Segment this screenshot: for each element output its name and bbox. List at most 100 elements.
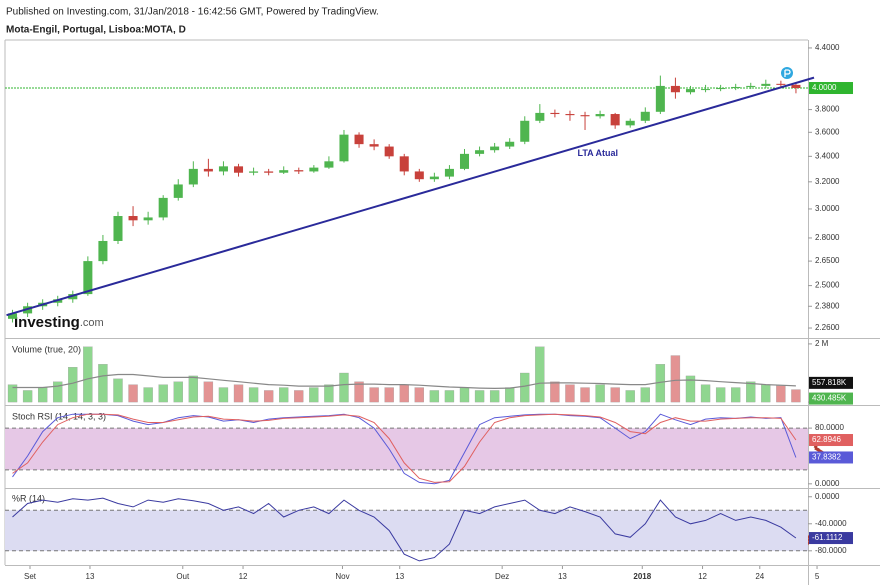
panel-title: %R (14) <box>12 493 45 503</box>
volume-bar <box>715 387 726 403</box>
volume-bar <box>685 375 696 403</box>
chart-title: Mota-Engil, Portugal, Lisboa:MOTA, D <box>6 25 186 36</box>
volume-bar <box>309 387 319 403</box>
volume-bar <box>53 381 63 403</box>
candle-body <box>279 170 289 173</box>
value-box-label: -61.1112 <box>812 533 843 542</box>
candle-body <box>233 166 244 173</box>
candle-body <box>761 83 771 86</box>
candle-body <box>173 184 183 198</box>
volume-bar <box>610 387 620 403</box>
y-tick-label: -40.0000 <box>815 519 847 528</box>
volume-bar <box>158 384 168 403</box>
panel-title: Volume (true, 20) <box>12 344 81 354</box>
volume-bar <box>339 372 349 403</box>
candle-body <box>716 88 726 90</box>
candle-body <box>670 85 680 93</box>
x-tick-label: Dez <box>495 572 509 581</box>
value-box <box>809 392 853 405</box>
volume-bar <box>520 372 530 403</box>
volume-bar <box>580 387 590 403</box>
value-box <box>809 376 853 389</box>
volume-bar <box>369 387 379 403</box>
candle-body <box>218 166 228 172</box>
value-box-label: 62.8946 <box>812 435 841 444</box>
band <box>5 510 808 551</box>
candle-body <box>369 144 379 147</box>
volume-bar <box>203 381 214 403</box>
candle-body <box>505 141 515 147</box>
candle-body <box>399 156 409 172</box>
volume-bar <box>384 387 394 403</box>
candle-body <box>128 216 138 221</box>
candle-body <box>459 153 470 169</box>
candle-body <box>203 168 213 172</box>
value-box <box>809 451 853 464</box>
candle-body <box>354 134 364 145</box>
candle-body <box>143 217 153 221</box>
marker-glyph <box>784 69 791 77</box>
candle-body <box>776 83 786 85</box>
candle-body <box>414 171 424 180</box>
volume-bar <box>248 387 259 403</box>
volume-bar <box>505 387 515 403</box>
volume-bar <box>218 387 229 403</box>
y-tick-label: 2.6500 <box>815 256 840 265</box>
y-tick-label: 3.0000 <box>815 204 840 213</box>
volume-bar <box>188 375 198 403</box>
volume-bar <box>143 387 153 403</box>
value-box-label: 37.8382 <box>812 453 841 462</box>
value-box <box>809 82 853 95</box>
candle-body <box>625 120 635 126</box>
candle-body <box>294 170 304 172</box>
volume-bar <box>37 387 48 403</box>
candle-body <box>640 111 650 121</box>
y-tick-label: 3.2000 <box>815 177 840 186</box>
volume-bar <box>550 381 560 403</box>
volume-bar <box>791 389 801 403</box>
candle-body <box>791 84 801 89</box>
x-tick-label: Out <box>176 572 190 581</box>
volume-bar <box>731 387 741 403</box>
x-tick-label: 5 <box>815 572 820 581</box>
x-tick-label: 12 <box>698 572 707 581</box>
y-tick-label: 0.0000 <box>815 492 840 501</box>
volume-bar <box>459 387 470 403</box>
y-tick-label: 4.4000 <box>815 43 840 52</box>
watermark-suffix: .com <box>80 317 104 329</box>
volume-bar <box>233 384 244 403</box>
volume-bar <box>324 384 334 403</box>
indicator-line <box>12 413 797 485</box>
candle-body <box>655 85 665 112</box>
y-tick-label: 2.2600 <box>815 323 840 332</box>
candle-body <box>83 261 93 295</box>
volume-bar <box>746 381 756 403</box>
volume-bar <box>399 384 409 403</box>
watermark-brand: Investing <box>14 314 80 331</box>
candle-body <box>550 112 560 115</box>
candle-body <box>490 146 500 151</box>
volume-bar <box>173 381 183 403</box>
candle-body <box>565 114 575 116</box>
y-tick-label: 0.0000 <box>815 479 840 488</box>
y-tick-label: 80.0000 <box>815 423 844 432</box>
header: Published on Investing.com, 31/Jan/2018 … <box>6 7 379 18</box>
candle-body <box>685 89 696 93</box>
y-tick-label: 3.6000 <box>815 127 840 136</box>
volume-bar <box>279 387 289 403</box>
candle-body <box>535 112 545 121</box>
value-box-label: 4.0000 <box>812 83 837 92</box>
volume-bar <box>128 384 138 403</box>
candle-body <box>249 171 259 173</box>
volume-bar <box>489 390 500 403</box>
volume-bar <box>625 390 635 403</box>
volume-bar <box>429 390 440 403</box>
y-tick-label: 2.8000 <box>815 233 840 242</box>
y-tick-label: -80.0000 <box>815 546 847 555</box>
y-tick-label: 2 M <box>815 339 829 348</box>
volume-bar <box>68 367 78 403</box>
candle-body <box>384 146 394 157</box>
candle-body <box>731 86 741 89</box>
candle-body <box>309 167 319 172</box>
